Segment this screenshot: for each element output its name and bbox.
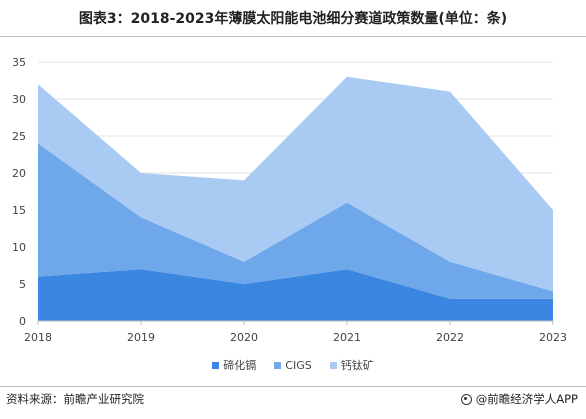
brand-credit: @前瞻经济学人APP bbox=[460, 391, 578, 407]
x-tick-label: 2019 bbox=[127, 331, 155, 344]
y-tick-label: 25 bbox=[12, 130, 26, 143]
circle-logo-icon bbox=[460, 393, 472, 405]
legend-item: 碲化镉 bbox=[212, 357, 256, 373]
x-tick-label: 2023 bbox=[539, 331, 567, 344]
legend-swatch bbox=[329, 361, 337, 369]
x-tick-label: 2018 bbox=[24, 331, 52, 344]
area-CIGS bbox=[38, 143, 553, 299]
legend-label: 钙钛矿 bbox=[340, 359, 374, 372]
x-tick-label: 2020 bbox=[230, 331, 258, 344]
area-series bbox=[38, 76, 553, 321]
chart-legend: 碲化镉 CIGS 钙钛矿 bbox=[0, 357, 586, 373]
y-tick-label: 30 bbox=[12, 93, 26, 106]
legend-item: 钙钛矿 bbox=[329, 357, 374, 373]
legend-item: CIGS bbox=[274, 357, 312, 373]
legend-label: CIGS bbox=[285, 358, 312, 372]
title-divider bbox=[0, 36, 586, 37]
x-tick-label: 2021 bbox=[333, 331, 361, 344]
y-tick-label: 35 bbox=[12, 56, 26, 69]
y-tick-label: 5 bbox=[19, 278, 26, 291]
y-tick-label: 15 bbox=[12, 204, 26, 217]
source-note: 资料来源：前瞻产业研究院 bbox=[6, 392, 144, 406]
stacked-area-chart: 0 5 10 15 20 25 30 35 2018 2019 2020 2021 2022 2023 bbox=[12, 56, 567, 344]
legend-swatch bbox=[212, 361, 220, 369]
legend-swatch bbox=[274, 361, 282, 369]
y-tick-label: 10 bbox=[12, 241, 26, 254]
axes: 0 5 10 15 20 25 30 35 2018 2019 2020 2021 2022 2023 bbox=[12, 56, 567, 344]
y-tick-label: 20 bbox=[12, 167, 26, 180]
y-tick-label: 0 bbox=[19, 315, 26, 328]
x-tick-label: 2022 bbox=[436, 331, 464, 344]
brand-text: @前瞻经济学人APP bbox=[475, 392, 578, 406]
footer-divider bbox=[0, 386, 586, 387]
legend-label: 碲化镉 bbox=[223, 359, 257, 372]
area-钙钛矿 bbox=[38, 76, 553, 292]
area-碲化镉 bbox=[38, 269, 553, 321]
chart-title: 图表3：2018-2023年薄膜太阳能电池细分赛道政策数量(单位：条) bbox=[78, 11, 508, 27]
